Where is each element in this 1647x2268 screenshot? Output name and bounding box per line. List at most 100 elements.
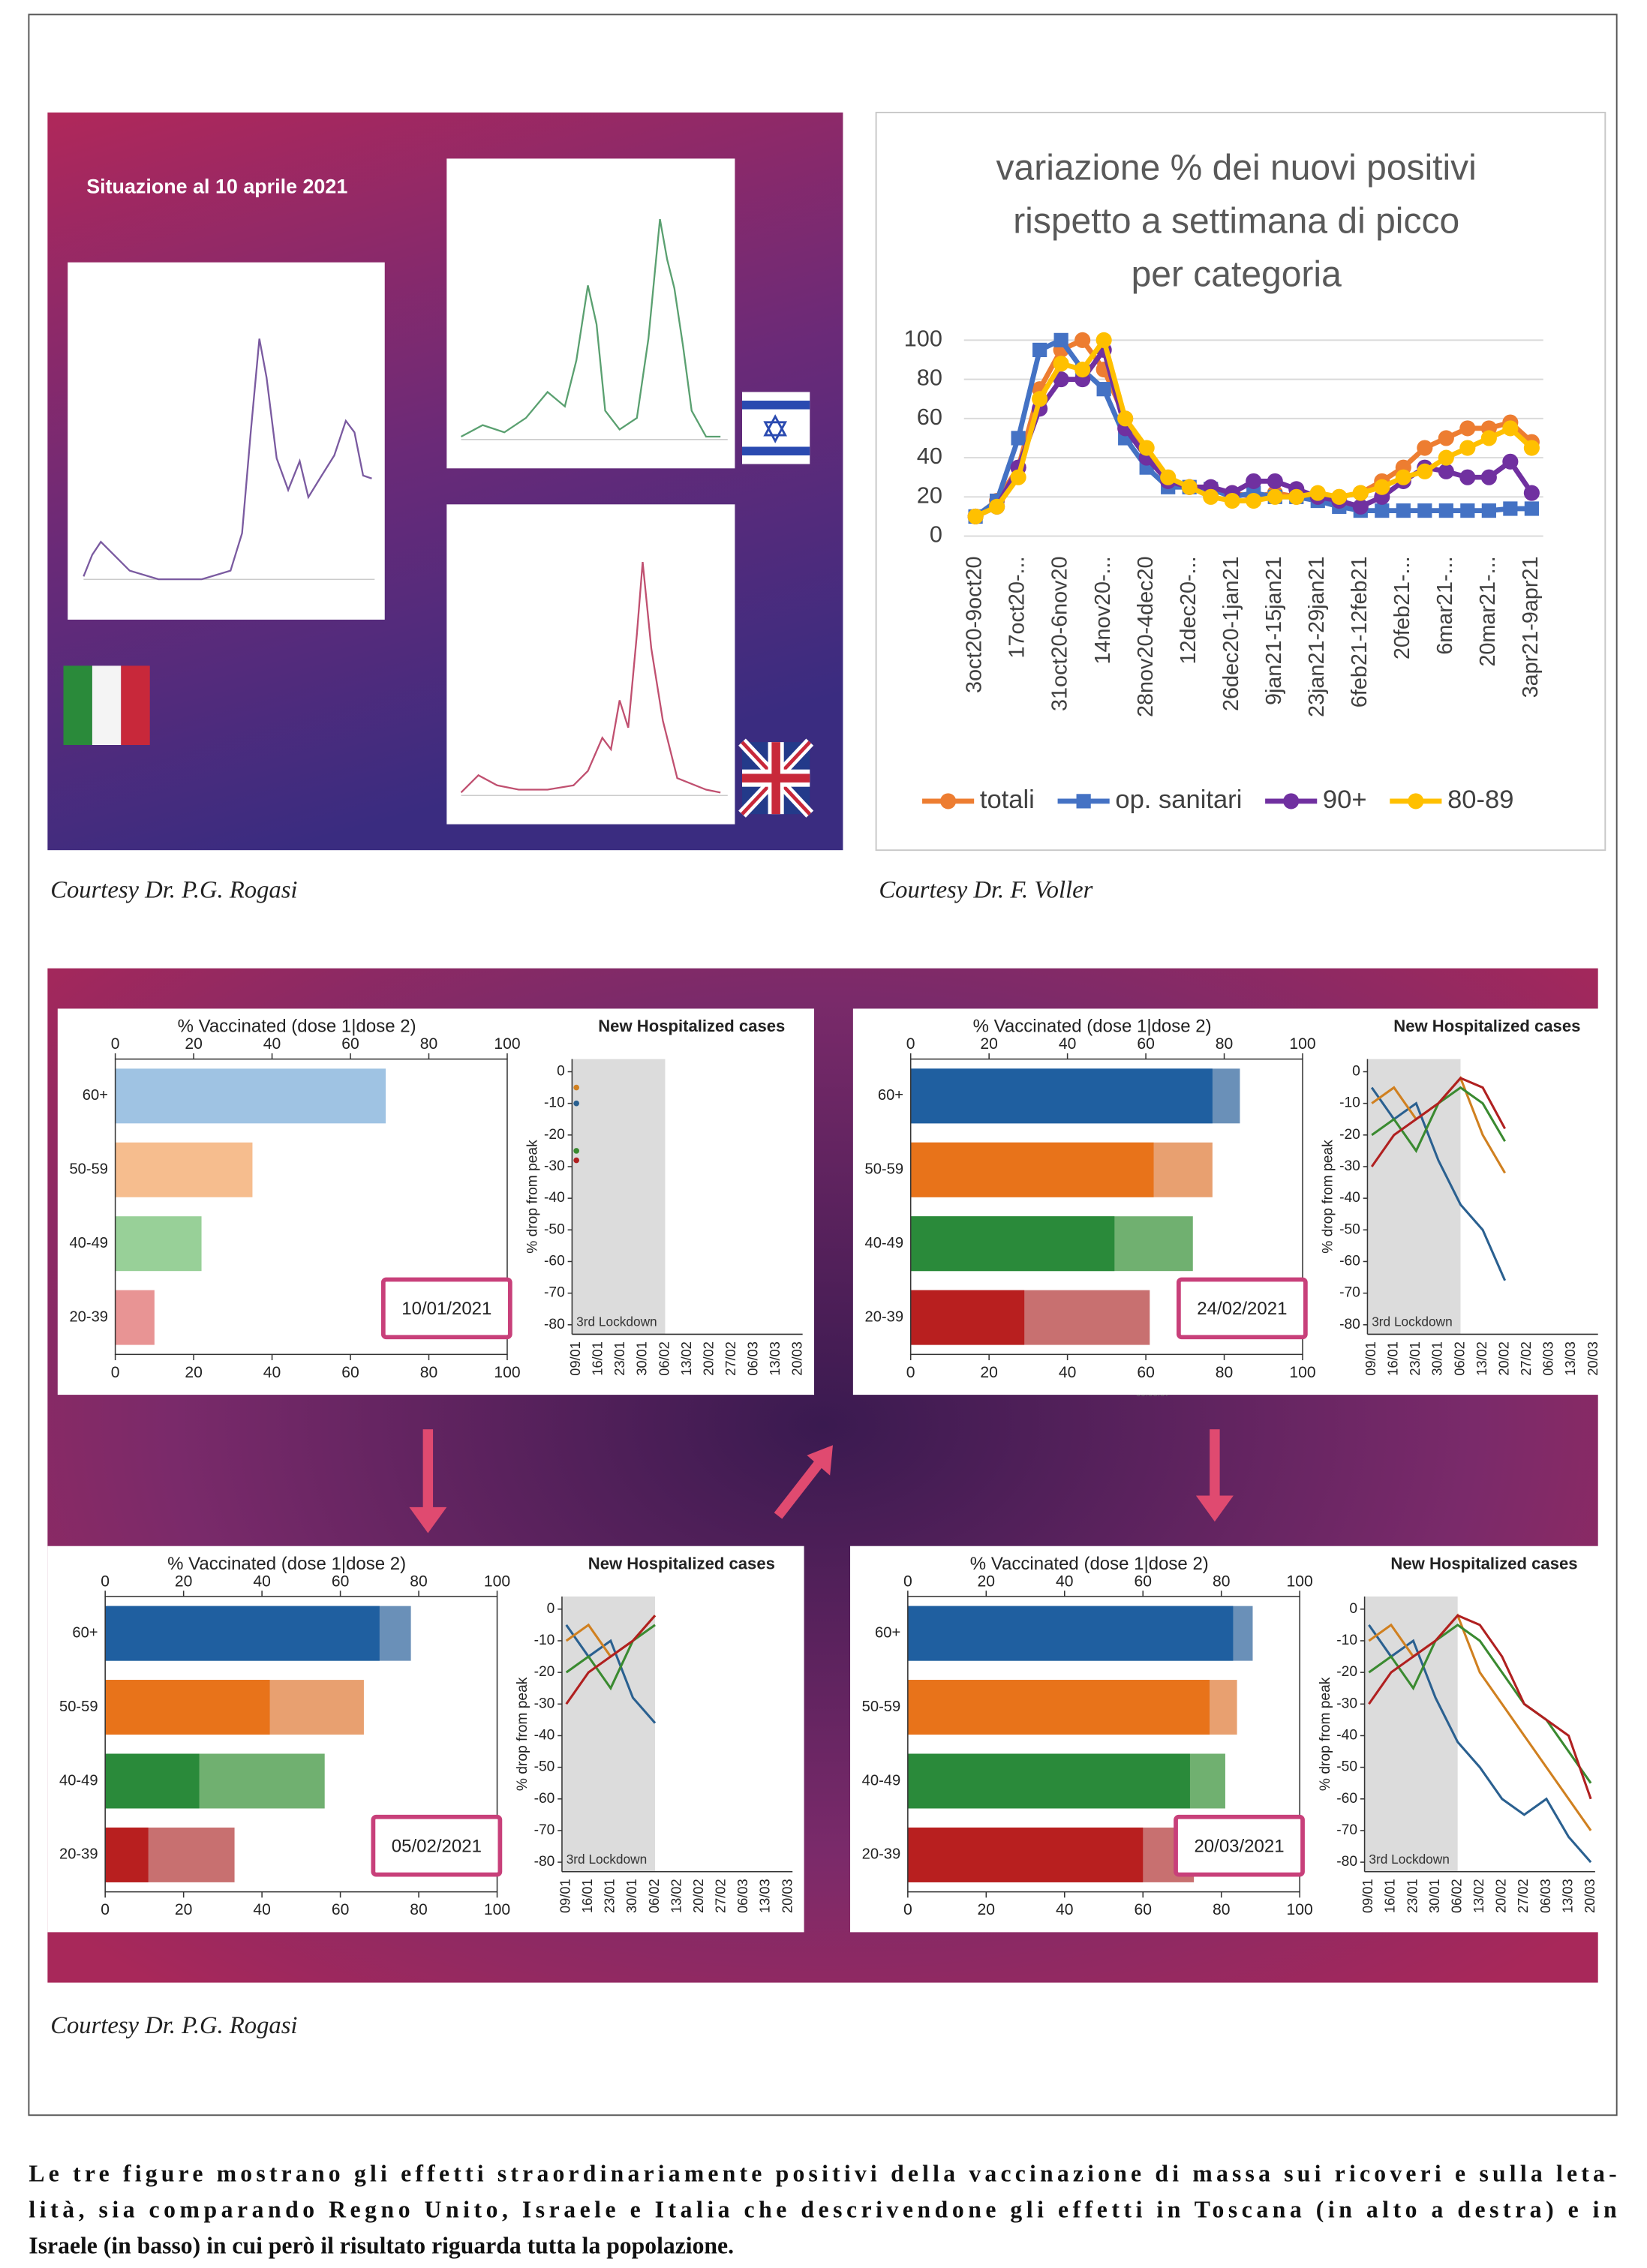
bar: [910, 1068, 1213, 1124]
category-label: 20-39: [865, 1308, 904, 1325]
date-label: 20/03/2021: [1194, 1836, 1284, 1856]
y-tick-label: -20: [544, 1127, 565, 1143]
x-tick-label: 60: [1135, 1901, 1152, 1918]
data-point: [1502, 453, 1519, 470]
data-point: [1438, 503, 1453, 518]
y-tick-label: -40: [1336, 1728, 1357, 1744]
data-point: [1395, 469, 1411, 485]
x-tick-label: 3apr21-9apr21: [1519, 556, 1543, 698]
data-point: [1053, 332, 1068, 347]
x-tick-label: 06/02: [1451, 1341, 1467, 1376]
x-tick-label: 20mar21-...: [1476, 556, 1500, 666]
y-tick-label: -70: [1336, 1822, 1357, 1838]
footer-line: Israele (in basso) in cui però il risult…: [29, 2233, 734, 2259]
data-point: [1438, 463, 1454, 479]
bar: [105, 1680, 270, 1735]
x-tick-label: 31oct20-6nov20: [1048, 556, 1072, 711]
caption: Courtesy Dr. P.G. Rogasi: [50, 877, 297, 904]
flag-israel: [741, 392, 810, 464]
date-box: [371, 1814, 503, 1877]
y-tick-label: -10: [1339, 1095, 1360, 1111]
x-tick-label: 100: [484, 1901, 510, 1918]
footer-line: Le tre figure mostrano gli effetti strao…: [29, 2161, 1616, 2187]
data-point: [1523, 440, 1540, 456]
x-tick-label: 60: [341, 1035, 359, 1053]
flag-cross: [741, 774, 810, 783]
data-point: [1481, 503, 1496, 518]
date-label: 10/01/2021: [401, 1299, 491, 1319]
category-label: 40-49: [59, 1772, 98, 1789]
category-label: 60+: [878, 1087, 903, 1104]
y-tick-label: 80: [917, 365, 942, 391]
x-tick-label: 30/01: [1426, 1879, 1442, 1913]
x-tick-label: 6feb21-12feb21: [1348, 556, 1372, 707]
y-tick-label: -70: [1339, 1285, 1360, 1301]
x-tick-label: 3oct20-9oct20: [963, 556, 987, 693]
x-tick-label: 0: [906, 1035, 915, 1053]
y-tick-label: 20: [917, 482, 942, 508]
y-tick-label: -80: [1336, 1854, 1357, 1870]
x-tick-label: 60: [1137, 1364, 1154, 1381]
x-tick-label: 80: [410, 1573, 427, 1590]
x-tick-label: 27/02: [1518, 1341, 1534, 1376]
plot-frame: [907, 1596, 1300, 1893]
y-tick-label: -40: [534, 1728, 555, 1744]
y-tick-label: -80: [544, 1317, 565, 1332]
arrow: [774, 1461, 823, 1519]
data-point: [1181, 479, 1198, 495]
bar: [907, 1680, 1210, 1735]
y-tick-label: 0: [547, 1601, 555, 1617]
data-point: [1138, 440, 1155, 456]
y-tick-label: -60: [1339, 1254, 1360, 1269]
bar-chart: % Vaccinated (dose 1|dose 2) 60+ 50-59 40-4…: [862, 1554, 1313, 1918]
mini-line: [460, 561, 721, 794]
x-tick-label: 80: [420, 1035, 437, 1053]
legend-marker: [1408, 793, 1424, 810]
y-tick-label: -30: [544, 1158, 565, 1174]
series-line: [565, 1615, 657, 1705]
data-point: [1246, 473, 1262, 489]
x-tick-label: 60: [1135, 1573, 1152, 1590]
x-tick-label: 20: [980, 1035, 997, 1053]
x-tick-label: 60: [1137, 1035, 1154, 1053]
line-chart: New Hospitalized cases 3rd Lockdown 0 -10 -2…: [1318, 1555, 1597, 1913]
y-tick-label: -30: [534, 1696, 555, 1711]
data-point: [1524, 501, 1539, 516]
data-point: [1267, 473, 1283, 489]
y-tick-label: -60: [544, 1254, 565, 1269]
y-tick-label: -10: [1336, 1633, 1357, 1648]
x-tick-label: 40: [263, 1035, 281, 1053]
x-tick-label: 06/02: [646, 1879, 662, 1913]
y-tick-label: -30: [1336, 1696, 1357, 1711]
data-point: [1459, 440, 1476, 456]
category-label: 60+: [72, 1624, 98, 1641]
x-tick-label: 13/03: [757, 1879, 773, 1913]
plot-frame: [114, 1058, 508, 1356]
x-tick-label: 30/01: [1429, 1341, 1445, 1376]
x-tick-label: 16/01: [1382, 1879, 1398, 1913]
data-point: [1267, 488, 1283, 505]
series-line: [565, 1624, 656, 1691]
y-tick-label: 0: [1352, 1064, 1360, 1080]
data-point: [1480, 430, 1497, 446]
flag-stripe: [741, 401, 810, 410]
y-tick-label: 0: [557, 1064, 565, 1080]
x-tick-label: 9jan21-15jan21: [1262, 556, 1286, 705]
x-tick-label: 06/03: [1540, 1341, 1556, 1376]
data-point: [1010, 469, 1026, 485]
x-tick-label: 80: [1213, 1901, 1230, 1918]
x-tick-label: 09/01: [567, 1341, 583, 1376]
data-point: [573, 1157, 579, 1164]
x-tick-label: 20: [185, 1035, 202, 1053]
x-tick-label: 40: [1056, 1901, 1073, 1918]
x-tick-label: 27/02: [1515, 1879, 1531, 1913]
chart-title-line: variazione % dei nuovi positivi: [996, 148, 1477, 188]
x-tick-label: 23/01: [602, 1879, 618, 1913]
data-point: [1523, 485, 1540, 501]
line-chart: New Hospitalized cases 3rd Lockdown 0 -10 -2…: [1321, 1017, 1600, 1375]
category-label: 20-39: [69, 1308, 108, 1325]
chart-title: New Hospitalized cases: [588, 1555, 775, 1573]
data-point: [1352, 485, 1369, 501]
data-point: [1480, 469, 1497, 485]
line-chart: 0 20 40 60 80 100 3oct20-9oct20 17oct20-... 31oc…: [904, 325, 1543, 814]
